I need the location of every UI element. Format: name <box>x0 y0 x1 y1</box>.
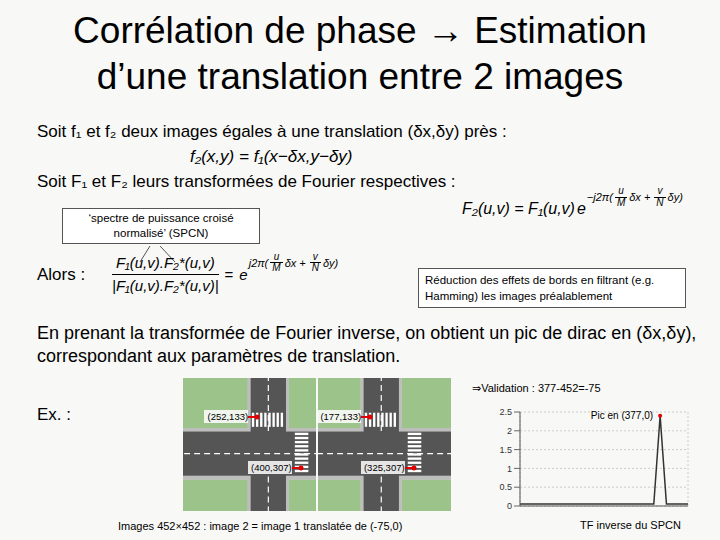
html-text:F₁(u,v).F₂*(u,v): F₁(u,v).F₂*(u,v) <box>115 254 215 271</box>
html-text:N δy): N δy) <box>311 256 339 273</box>
html-text:Images 452×452 : image 2 = ima: Images 452×452 : image 2 = image 1 trans… <box>118 520 403 532</box>
svg-text:2: 2 <box>507 426 512 436</box>
html-text:⇒Validation : 377-452=-75: ⇒Validation : 377-452=-75 <box>472 382 601 394</box>
html-text:|F₁(u,v).F₂*(u,v)|: |F₁(u,v).F₂*(u,v)| <box>112 277 219 294</box>
html-text:(400,307): (400,307) <box>251 462 292 474</box>
html-text:Ex. :: Ex. : <box>37 405 71 424</box>
html-text:‘spectre de puissance croisé n: ‘spectre de puissance croisé normalisé’ … <box>88 212 234 239</box>
html-text:F₂(u,v) = F₁(u,v) e: F₂(u,v) = F₁(u,v) e <box>462 200 586 217</box>
html-text:N δy): N δy) <box>656 191 683 208</box>
html-text:−j2π(: −j2π( <box>586 191 613 203</box>
html-text:M δx +: M δx + <box>272 256 306 273</box>
html-text:(252,133): (252,133) <box>207 411 249 423</box>
html-text:En prenant la transformée de F: En prenant la transformée de Fourier inv… <box>37 323 697 366</box>
html-text:Soit F₁ et F₂ leurs transformé: Soit F₁ et F₂ leurs transformées de Four… <box>37 172 456 191</box>
svg-text:1: 1 <box>507 464 512 474</box>
svg-text:0.5: 0.5 <box>499 482 512 492</box>
html-text:f₂(x,y) = f₁(x−δx,y−δy): f₂(x,y) = f₁(x−δx,y−δy) <box>190 147 353 166</box>
svg-text:2.5: 2.5 <box>499 407 512 417</box>
html-text:j2π( u: j2π( u <box>248 250 280 269</box>
html-text:TF inverse du SPCN: TF inverse du SPCN <box>580 519 681 531</box>
html-text:u: u <box>618 185 624 196</box>
html-text:Corrélation de phase → Estimat: Corrélation de phase → Estimation <box>73 10 647 51</box>
html-text:Réduction des effets de bords: Réduction des effets de bords en filtran… <box>425 274 655 302</box>
html-text:d’une translation entre 2 imag: d’une translation entre 2 images <box>96 56 624 97</box>
html-text:v: v <box>312 250 318 262</box>
svg-text:1.5: 1.5 <box>499 445 512 455</box>
svg-text:Pic en (377,0): Pic en (377,0) <box>591 410 653 421</box>
html-text:v: v <box>657 185 663 196</box>
html-text:M δx +: M δx + <box>616 191 651 208</box>
html-text:(177,133): (177,133) <box>320 411 362 423</box>
html-text:(325,307): (325,307) <box>364 462 405 474</box>
html-text:Soit f₁ et f₂ deux images égal: Soit f₁ et f₂ deux images égales à une t… <box>37 122 507 141</box>
svg-text:0: 0 <box>507 501 512 511</box>
html-text:Alors :: Alors : <box>37 265 86 284</box>
html-text:= e: = e <box>224 266 248 283</box>
